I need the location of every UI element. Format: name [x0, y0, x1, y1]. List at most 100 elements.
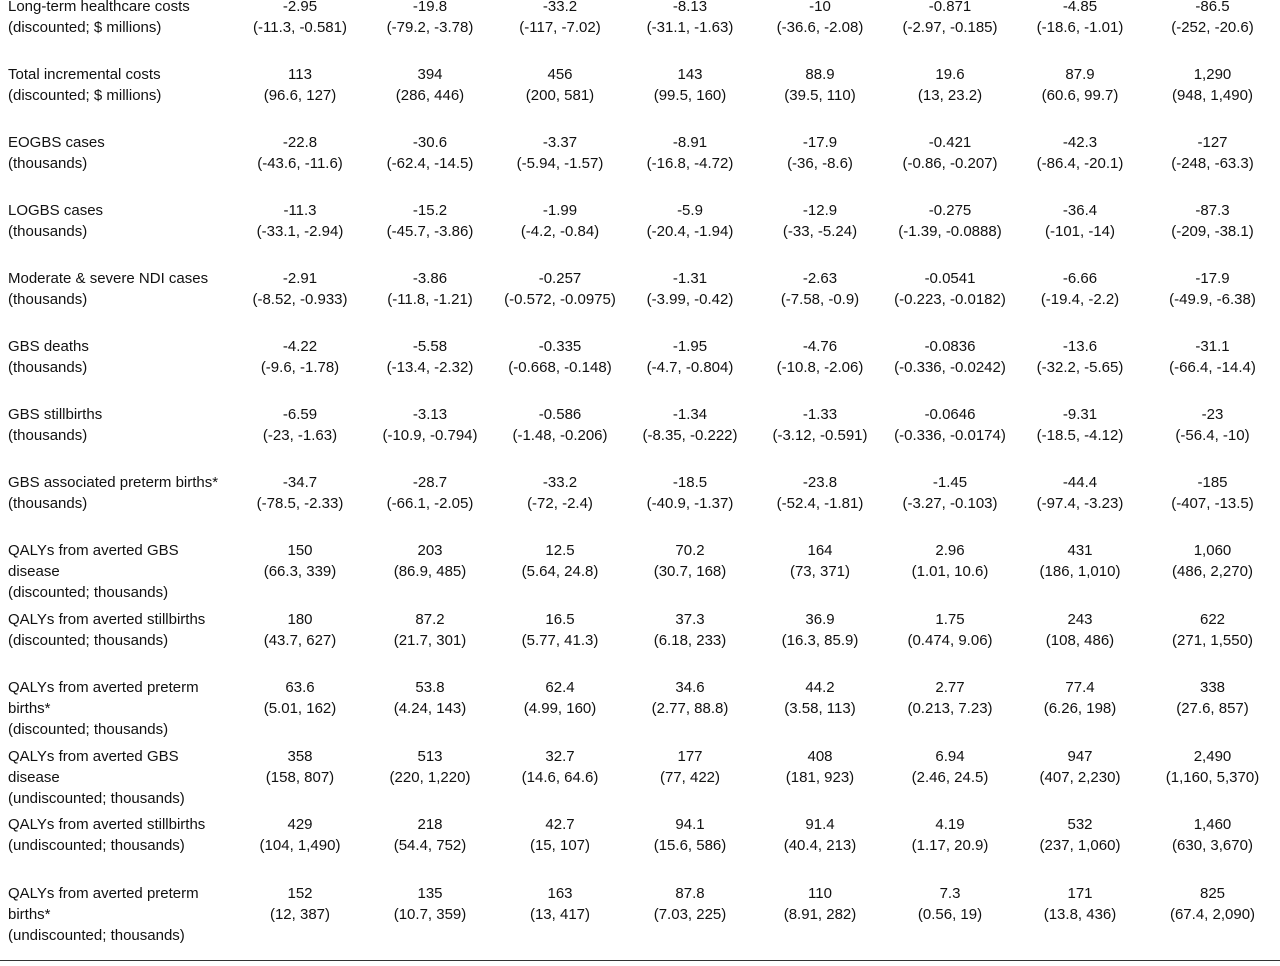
estimate-value: 94.1 [675, 816, 705, 833]
interval-value: (-3.12, -0.591) [772, 427, 868, 444]
interval-value: (-33.1, -2.94) [256, 223, 344, 240]
table-cell: -42.3 (-86.4, -20.1) [1015, 132, 1145, 200]
estimate-value: -23 [1201, 406, 1224, 423]
interval-value: (-4.2, -0.84) [520, 223, 600, 240]
interval-value: (-32.2, -5.65) [1036, 359, 1124, 376]
estimate-value: -19.8 [412, 0, 448, 15]
estimate-value: -1.33 [802, 406, 838, 423]
table-row: QALYs from averted GBS disease (undiscount… [0, 746, 1280, 814]
table-cell: -0.275 (-1.39, -0.0888) [885, 200, 1015, 268]
table-cell: 408 (181, 923) [755, 746, 885, 814]
estimate-value: 1,290 [1193, 66, 1232, 83]
table-cell: -31.1 (-66.4, -14.4) [1145, 336, 1280, 404]
estimate-value: 429 [287, 816, 313, 833]
table-cell: 91.4 (40.4, 213) [755, 814, 885, 883]
interval-value: (66.3, 339) [263, 563, 337, 580]
table-cell: 87.8 (7.03, 225) [625, 883, 755, 951]
table-cell: -6.59 (-23, -1.63) [235, 404, 365, 472]
interval-value: (-97.4, -3.23) [1036, 495, 1124, 512]
interval-value: (-7.58, -0.9) [780, 291, 860, 308]
table-cell: 1.75 (0.474, 9.06) [885, 609, 1015, 677]
table-cell: -0.871 (-2.97, -0.185) [885, 0, 1015, 64]
estimate-value: -6.59 [282, 406, 318, 423]
estimate-value: -2.63 [802, 270, 838, 287]
table-cell: 218 (54.4, 752) [365, 814, 495, 883]
interval-value: (13, 23.2) [917, 87, 983, 104]
table-cell: 513 (220, 1,220) [365, 746, 495, 814]
estimate-value: -30.6 [412, 134, 448, 151]
estimate-value: -17.9 [802, 134, 838, 151]
table-cell: -10 (-36.6, -2.08) [755, 0, 885, 64]
table-cell: -28.7 (-66.1, -2.05) [365, 472, 495, 540]
table-cell: 203 (86.9, 485) [365, 540, 495, 609]
table-row: QALYs from averted stillbirths (discounte… [0, 609, 1280, 677]
table-cell: 171 (13.8, 436) [1015, 883, 1145, 951]
table-cell: -0.0541 (-0.223, -0.0182) [885, 268, 1015, 336]
estimate-value: -0.0541 [924, 270, 976, 287]
estimate-value: 171 [1067, 885, 1093, 902]
table-cell: -4.76 (-10.8, -2.06) [755, 336, 885, 404]
interval-value: (4.99, 160) [523, 700, 597, 717]
estimate-value: 63.6 [285, 679, 315, 696]
interval-value: (-33, -5.24) [782, 223, 858, 240]
estimate-value: 164 [807, 542, 833, 559]
table-row: QALYs from averted preterm births* (undisc… [0, 883, 1280, 951]
table-cell: -1.34 (-8.35, -0.222) [625, 404, 755, 472]
estimate-value: -36.4 [1062, 202, 1098, 219]
estimate-value: -17.9 [1195, 270, 1230, 287]
estimate-value: 2.77 [935, 679, 965, 696]
row-label-line: disease [8, 563, 60, 580]
estimate-value: -0.871 [928, 0, 972, 15]
interval-value: (271, 1,550) [1172, 632, 1253, 649]
interval-value: (630, 3,670) [1172, 837, 1253, 854]
table-cell: -185 (-407, -13.5) [1145, 472, 1280, 540]
table-cell: -2.63 (-7.58, -0.9) [755, 268, 885, 336]
table-cell: -33.2 (-72, -2.4) [495, 472, 625, 540]
row-label-line: births* [8, 906, 51, 923]
estimate-value: 218 [417, 816, 443, 833]
interval-value: (8.91, 282) [783, 906, 857, 923]
row-label-line: Long-term healthcare costs [8, 0, 190, 15]
estimate-value: 143 [677, 66, 703, 83]
estimate-value: -86.5 [1195, 0, 1230, 15]
interval-value: (1.17, 20.9) [911, 837, 989, 854]
table-cell: -6.66 (-19.4, -2.2) [1015, 268, 1145, 336]
row-label: EOGBS cases (thousands) [0, 132, 235, 200]
table-row: Moderate & severe NDI cases (thousands) -2… [0, 268, 1280, 336]
interval-value: (158, 807) [265, 769, 335, 786]
table-cell: -9.31 (-18.5, -4.12) [1015, 404, 1145, 472]
table-cell: 34.6 (2.77, 88.8) [625, 677, 755, 746]
table-cell: 4.19 (1.17, 20.9) [885, 814, 1015, 883]
interval-value: (3.58, 113) [784, 700, 856, 717]
interval-value: (-31.1, -1.63) [646, 19, 734, 36]
interval-value: (-56.4, -10) [1175, 427, 1250, 444]
interval-value: (-3.99, -0.42) [646, 291, 734, 308]
interval-value: (40.4, 213) [783, 837, 857, 854]
table-cell: -3.37 (-5.94, -1.57) [495, 132, 625, 200]
table-cell: 164 (73, 371) [755, 540, 885, 609]
table-cell: 87.9 (60.6, 99.7) [1015, 64, 1145, 132]
row-label-line: GBS deaths [8, 338, 89, 355]
row-label-line: (undiscounted; thousands) [8, 927, 185, 944]
estimate-value: -8.13 [672, 0, 708, 15]
interval-value: (-45.7, -3.86) [386, 223, 474, 240]
table-cell: -3.13 (-10.9, -0.794) [365, 404, 495, 472]
interval-value: (-8.52, -0.933) [252, 291, 348, 308]
estimate-value: 113 [288, 66, 312, 83]
estimate-value: 825 [1199, 885, 1226, 902]
estimate-value: 42.7 [545, 816, 575, 833]
table-cell: -1.45 (-3.27, -0.103) [885, 472, 1015, 540]
row-label: LOGBS cases (thousands) [0, 200, 235, 268]
estimate-value: 87.8 [675, 885, 705, 902]
interval-value: (286, 446) [395, 87, 465, 104]
estimate-value: -2.91 [282, 270, 318, 287]
estimate-value: -33.2 [542, 474, 578, 491]
table-cell: -17.9 (-49.9, -6.38) [1145, 268, 1280, 336]
estimate-value: 152 [287, 885, 313, 902]
interval-value: (5.01, 162) [263, 700, 337, 717]
estimate-value: 947 [1067, 748, 1093, 765]
table-cell: 77.4 (6.26, 198) [1015, 677, 1145, 746]
table-cell: -0.0836 (-0.336, -0.0242) [885, 336, 1015, 404]
estimate-value: -8.91 [672, 134, 708, 151]
table-cell: -34.7 (-78.5, -2.33) [235, 472, 365, 540]
